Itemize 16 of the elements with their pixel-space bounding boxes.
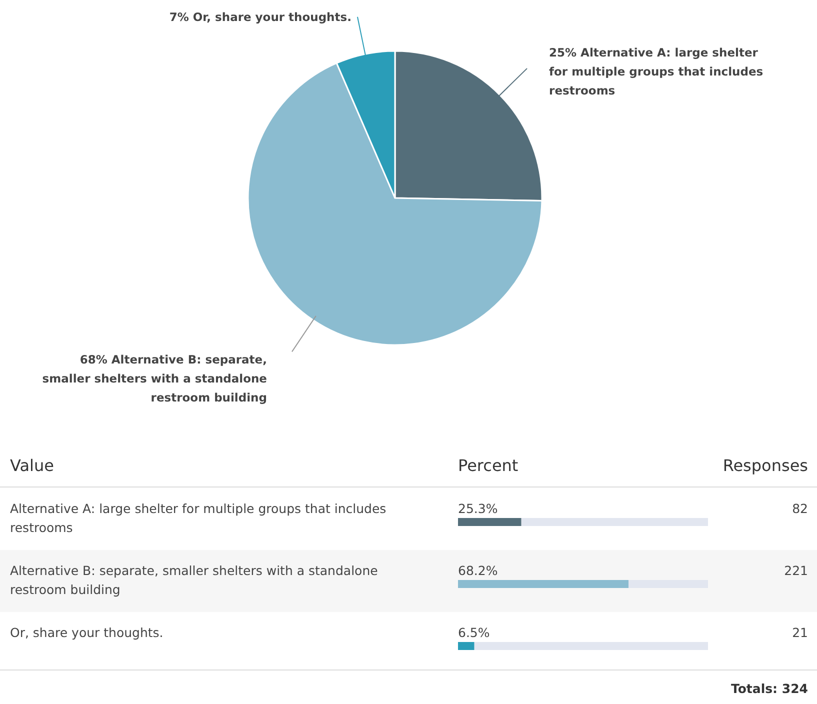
- text: 21: [792, 625, 808, 640]
- x-axis-title: Percent: [458, 456, 518, 475]
- text: 82: [792, 501, 808, 516]
- category-label: Alternative A: large shelter for multiple groups that includes restrooms: [10, 501, 386, 535]
- text: Responses: [722, 456, 808, 475]
- data-label: 68.2%: [458, 563, 498, 578]
- slice-label: 7% Or, share your thoughts.: [169, 10, 352, 24]
- y-axis-title: Value: [10, 456, 54, 475]
- category-label: Alternative B: separate, smaller shelters with a standalone restroom building: [10, 563, 378, 597]
- text: 221: [784, 563, 808, 578]
- slice-label: 25% Alternative A: large shelter for multiple groups that includes restrooms: [549, 45, 764, 98]
- text: Totals: 324: [730, 681, 808, 696]
- data-label: 25.3%: [458, 501, 498, 516]
- data-label: 6.5%: [458, 625, 490, 640]
- slice-label: 68% Alternative B: separate, smaller shelters with a standalone restroom building: [42, 352, 268, 405]
- category-label: Or, share your thoughts.: [10, 625, 164, 640]
